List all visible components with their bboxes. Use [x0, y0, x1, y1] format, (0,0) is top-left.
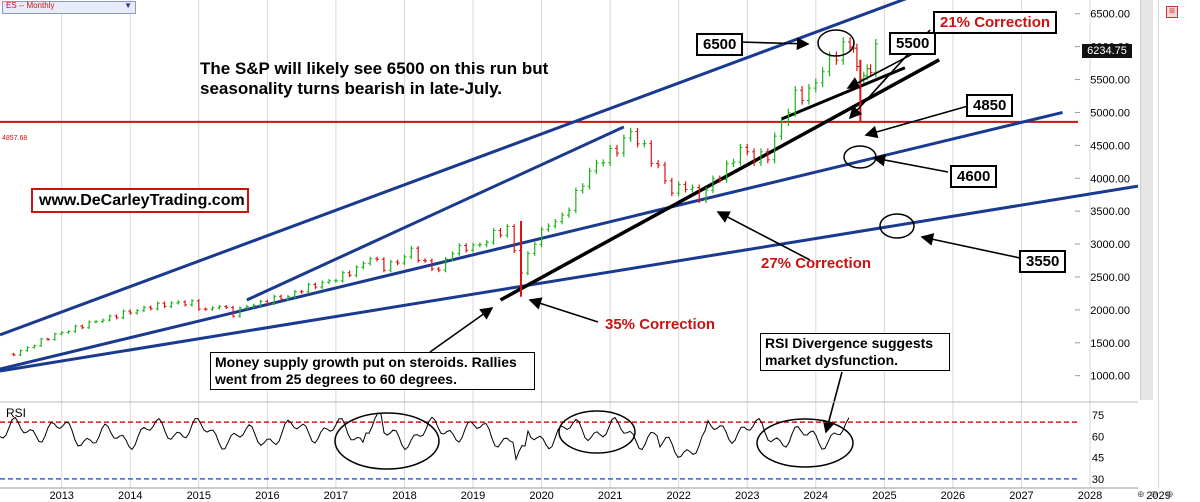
rsi-line: [0, 412, 850, 462]
x-tick-label: 2024: [804, 490, 828, 502]
x-tick-label: 2020: [529, 490, 553, 502]
support-price-label: 4857.68: [2, 135, 28, 142]
correction-27: 27% Correction: [761, 255, 872, 272]
website-label[interactable]: www.DeCarleyTrading.com: [31, 188, 249, 213]
symbol-selector[interactable]: ES -- Monthly ▼: [2, 1, 136, 14]
x-tick-label: 2029: [1146, 490, 1170, 502]
x-tick-label: 2015: [187, 490, 211, 502]
headline-note: The S&P will likely see 6500 on this run…: [200, 59, 549, 98]
rsi-tick-label: 75: [1092, 410, 1104, 422]
y-tick-label: 1500.00: [1090, 338, 1130, 350]
ellipse-3550: [879, 213, 915, 239]
x-tick-label: 2014: [118, 490, 142, 502]
x-tick-label: 2021: [598, 490, 622, 502]
x-tick-label: 2027: [1009, 490, 1033, 502]
ellipse-6500: [817, 29, 855, 57]
arrow-5500: [846, 49, 921, 89]
y-tick-label: 2500.00: [1090, 272, 1130, 284]
rsi-divergence-note: RSI Divergence suggests market dysfuncti…: [760, 333, 950, 371]
chevron-down-icon[interactable]: ▼: [124, 1, 132, 10]
y-tick-label: 2000.00: [1090, 305, 1130, 317]
symbol-label: ES -- Monthly: [6, 1, 55, 10]
arrow-6500: [739, 37, 810, 51]
x-tick-label: 2016: [255, 490, 279, 502]
x-tick-label: 2017: [324, 490, 348, 502]
settings-icon[interactable]: ⊞: [1166, 6, 1178, 18]
target-5500: 5500: [889, 32, 937, 55]
arrow-4600: [872, 153, 949, 173]
y-tick-label: 5000.00: [1090, 107, 1130, 119]
trend-line-short: [780, 66, 906, 121]
zoom-in-icon[interactable]: ⊕: [1137, 489, 1145, 499]
y-tick-label: 3500.00: [1090, 206, 1130, 218]
pan-icon[interactable]: ⊕: [1166, 489, 1174, 499]
money-supply-note: Money supply growth put on steroids. Ral…: [210, 352, 535, 390]
x-tick-label: 2025: [872, 490, 896, 502]
arrow-27: [716, 211, 811, 261]
target-4600: 4600: [950, 165, 998, 188]
channel-line-upper: [0, 0, 907, 337]
rsi-ellipse-2021: [558, 410, 636, 454]
channel-line-inner: [246, 125, 625, 302]
last-price-badge: 6234.75: [1082, 44, 1132, 58]
x-tick-label: 2023: [735, 490, 759, 502]
zoom-out-icon[interactable]: ⊖: [1150, 489, 1158, 499]
ellipse-4600: [843, 145, 877, 169]
y-tick-label: 1000.00: [1090, 371, 1130, 383]
y-tick-label: 4000.00: [1090, 173, 1130, 185]
x-tick-label: 2028: [1078, 490, 1102, 502]
y-tick-label: 5500.00: [1090, 75, 1130, 87]
right-scrollbar[interactable]: [1140, 0, 1153, 400]
x-tick-label: 2019: [461, 490, 485, 502]
target-6500: 6500: [696, 33, 744, 56]
y-tick-label: 6500.00: [1090, 9, 1130, 21]
x-tick-label: 2013: [49, 490, 73, 502]
target-3550: 3550: [1019, 250, 1067, 273]
x-tick-label: 2022: [666, 490, 690, 502]
rsi-tick-label: 60: [1092, 431, 1104, 443]
correction-35: 35% Correction: [605, 316, 716, 333]
rsi-tick-label: 45: [1092, 453, 1104, 465]
target-4850: 4850: [966, 94, 1014, 117]
y-tick-label: 3000.00: [1090, 239, 1130, 251]
arrow-35: [528, 297, 599, 323]
channel-line-lower: [0, 184, 1139, 373]
arrow-money: [429, 307, 494, 353]
x-tick-label: 2018: [392, 490, 416, 502]
correction-21: 21% Correction: [933, 11, 1058, 34]
rsi-tick-label: 30: [1092, 474, 1104, 486]
x-tick-label: 2026: [941, 490, 965, 502]
arrow-3550: [920, 233, 1021, 259]
rsi-ellipse-2018: [334, 412, 440, 470]
y-tick-label: 4500.00: [1090, 140, 1130, 152]
rsi-label: RSI: [6, 406, 27, 420]
rsi-ellipse-2025: [756, 418, 854, 468]
arrow-4850: [864, 105, 969, 139]
